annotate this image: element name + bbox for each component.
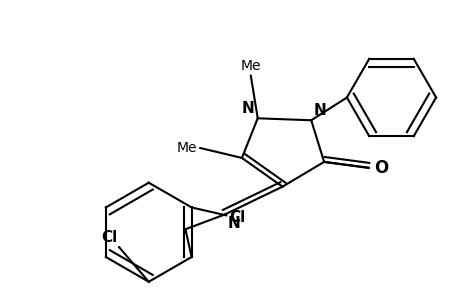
Text: Me: Me bbox=[176, 141, 197, 155]
Text: N: N bbox=[228, 216, 240, 231]
Text: N: N bbox=[313, 103, 325, 118]
Text: Me: Me bbox=[240, 59, 261, 73]
Text: Cl: Cl bbox=[101, 230, 117, 245]
Text: N: N bbox=[241, 101, 254, 116]
Text: Cl: Cl bbox=[229, 210, 245, 225]
Text: O: O bbox=[373, 159, 387, 177]
